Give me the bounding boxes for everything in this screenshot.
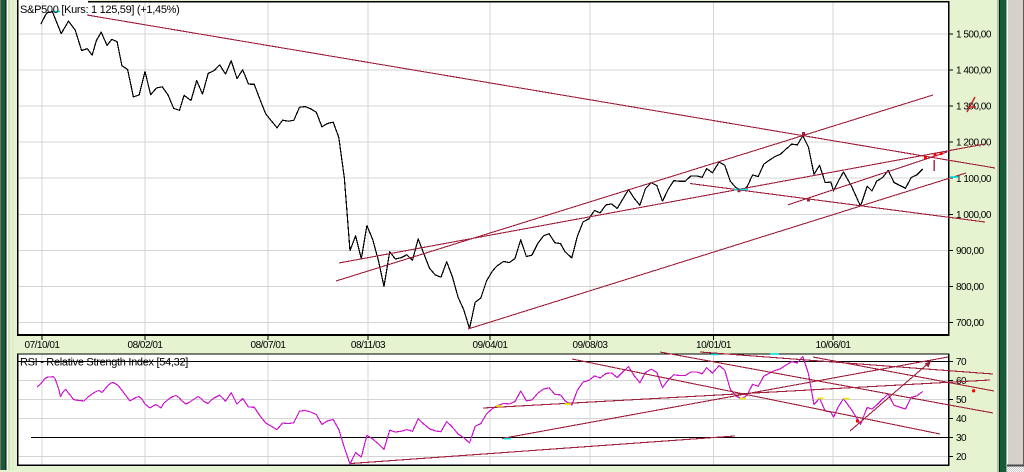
svg-text:30: 30 — [956, 433, 967, 444]
svg-text:08/02/01: 08/02/01 — [128, 340, 164, 351]
svg-text:09/04/01: 09/04/01 — [473, 340, 509, 351]
svg-text:800,00: 800,00 — [956, 282, 985, 293]
svg-text:900,00: 900,00 — [956, 246, 985, 257]
svg-text:07/10/01: 07/10/01 — [25, 340, 61, 351]
svg-text:09/08/03: 09/08/03 — [573, 340, 609, 351]
svg-text:10/01/01: 10/01/01 — [696, 340, 732, 351]
svg-text:S&P500 [Kurs: 1 125,59] (+1,45: S&P500 [Kurs: 1 125,59] (+1,45%) — [20, 4, 179, 16]
svg-text:40: 40 — [956, 414, 967, 425]
svg-text:70: 70 — [956, 357, 967, 368]
svg-text:1 400,00: 1 400,00 — [956, 66, 992, 77]
svg-text:1 000,00: 1 000,00 — [956, 210, 992, 221]
svg-text:700,00: 700,00 — [956, 318, 985, 329]
svg-text:1 500,00: 1 500,00 — [956, 29, 992, 40]
svg-text:10/06/01: 10/06/01 — [816, 340, 852, 351]
svg-text:08/11/03: 08/11/03 — [351, 340, 386, 351]
svg-text:20: 20 — [956, 452, 967, 463]
svg-text:RSI - Relative Strength Index: RSI - Relative Strength Index [54,32] — [20, 357, 188, 369]
svg-text:08/07/01: 08/07/01 — [251, 340, 287, 351]
svg-text:1 100,00: 1 100,00 — [956, 174, 992, 185]
svg-text:1 200,00: 1 200,00 — [956, 138, 992, 149]
svg-text:50: 50 — [956, 395, 967, 406]
